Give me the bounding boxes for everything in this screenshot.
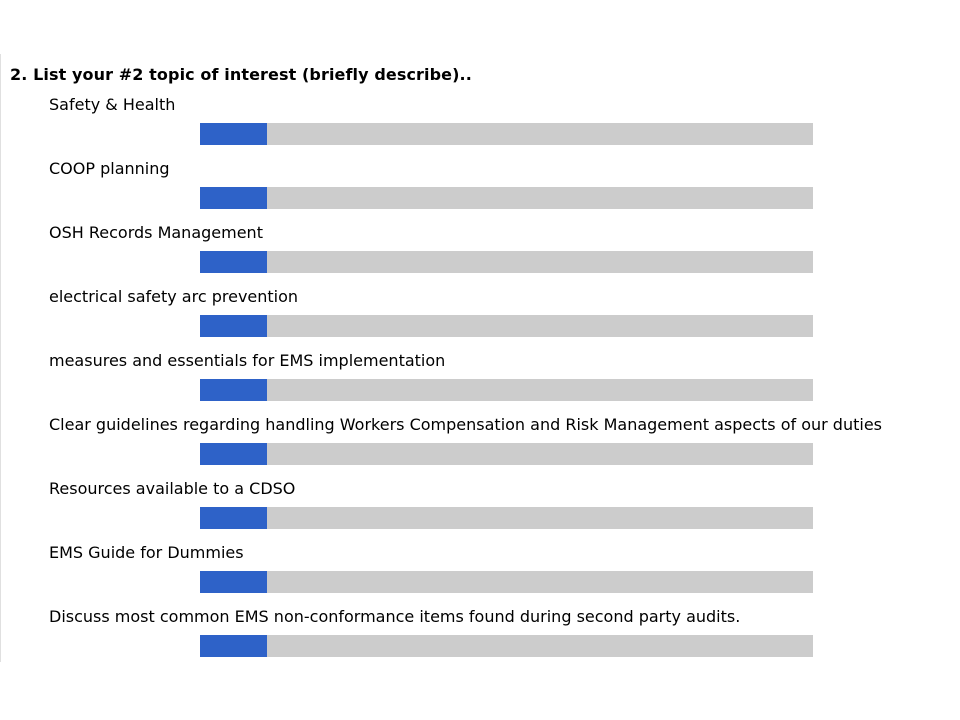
answer-row: measures and essentials for EMS implemen… [0, 350, 960, 414]
bar [200, 315, 267, 337]
bar-track [200, 443, 813, 465]
answer-label: Safety & Health [49, 95, 176, 114]
answer-row: electrical safety arc prevention [0, 286, 960, 350]
bar [200, 571, 267, 593]
bar-track [200, 379, 813, 401]
bar-track [200, 571, 813, 593]
bar-track [200, 251, 813, 273]
bar [200, 635, 267, 657]
bar [200, 123, 267, 145]
answer-row: Safety & Health [0, 94, 960, 158]
bar-track [200, 123, 813, 145]
answer-label: Discuss most common EMS non-conformance … [49, 607, 741, 626]
answer-label: Clear guidelines regarding handling Work… [49, 415, 882, 434]
bar [200, 187, 267, 209]
answer-label: OSH Records Management [49, 223, 263, 242]
answer-label: COOP planning [49, 159, 170, 178]
bar-track [200, 315, 813, 337]
bar-track [200, 187, 813, 209]
answer-row: Resources available to a CDSO [0, 478, 960, 542]
answer-row: EMS Guide for Dummies [0, 542, 960, 606]
answer-label: measures and essentials for EMS implemen… [49, 351, 446, 370]
left-divider [0, 54, 1, 662]
bar-track [200, 507, 813, 529]
answer-row: Clear guidelines regarding handling Work… [0, 414, 960, 478]
bar [200, 379, 267, 401]
answer-label: EMS Guide for Dummies [49, 543, 244, 562]
bar-track [200, 635, 813, 657]
answer-row: Discuss most common EMS non-conformance … [0, 606, 960, 670]
question-title: 2. List your #2 topic of interest (brief… [10, 65, 472, 84]
bar [200, 251, 267, 273]
answer-list: Safety & Health COOP planning OSH Records … [0, 94, 960, 670]
bar [200, 443, 267, 465]
answer-label: electrical safety arc prevention [49, 287, 299, 306]
answer-row: OSH Records Management [0, 222, 960, 286]
answer-row: COOP planning [0, 158, 960, 222]
answer-label: Resources available to a CDSO [49, 479, 296, 498]
bar [200, 507, 267, 529]
